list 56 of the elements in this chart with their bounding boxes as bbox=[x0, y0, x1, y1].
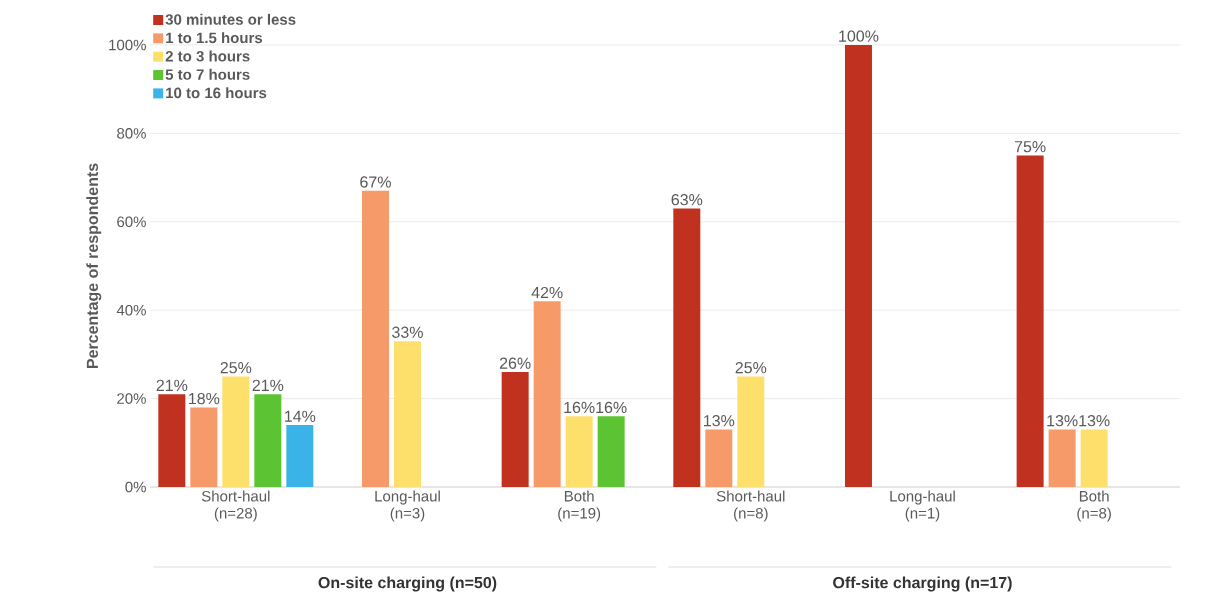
legend-label: 30 minutes or less bbox=[165, 13, 296, 25]
data-label: 42% bbox=[531, 286, 563, 299]
bar bbox=[361, 190, 389, 487]
data-label: 25% bbox=[220, 361, 252, 374]
bar bbox=[597, 416, 625, 487]
x-tick-label: Long-haul (n=1) bbox=[890, 490, 955, 522]
data-label: 21% bbox=[252, 379, 284, 391]
data-label: 18% bbox=[189, 392, 220, 405]
bar bbox=[190, 407, 218, 487]
data-label: 13% bbox=[704, 415, 735, 427]
data-label: 75% bbox=[1014, 141, 1046, 153]
data-label: 67% bbox=[360, 176, 391, 188]
data-label: 25% bbox=[735, 361, 767, 374]
x-tick-label: Long-haul (n=3) bbox=[375, 490, 440, 522]
bar bbox=[844, 45, 872, 487]
data-label: 21% bbox=[156, 379, 188, 391]
data-label: 13% bbox=[1047, 415, 1078, 427]
legend-label: 1 to 1.5 hours bbox=[166, 32, 263, 44]
bar bbox=[1080, 429, 1108, 487]
y-tick-label: 100% bbox=[109, 39, 146, 51]
y-axis-title: Percentage of respondents bbox=[86, 163, 102, 369]
x-tick-label: Short-haul (n=8) bbox=[716, 490, 785, 522]
bar bbox=[222, 376, 250, 487]
bar bbox=[286, 425, 314, 487]
y-tick-label: 80% bbox=[117, 128, 146, 139]
y-tick-label: 0% bbox=[125, 481, 146, 493]
bar bbox=[393, 341, 421, 487]
bar bbox=[673, 208, 701, 487]
bar bbox=[705, 429, 733, 487]
bar bbox=[254, 394, 282, 487]
legend-label: 2 to 3 hours bbox=[165, 50, 250, 62]
legend-label: 5 to 7 hours bbox=[165, 68, 250, 80]
data-label: 16% bbox=[564, 401, 595, 414]
bar bbox=[158, 394, 186, 487]
y-tick-label: 20% bbox=[117, 393, 146, 404]
x-tick-label: Both (n=19) bbox=[558, 490, 601, 522]
x-tick-label: Short-haul (n=28) bbox=[201, 490, 270, 522]
y-tick-label: 60% bbox=[117, 216, 146, 228]
y-tick-label: 40% bbox=[116, 304, 146, 316]
bar bbox=[565, 416, 593, 487]
bar bbox=[737, 376, 765, 487]
data-label: 26% bbox=[499, 357, 531, 369]
data-label: 16% bbox=[596, 401, 627, 414]
data-label: 63% bbox=[671, 194, 703, 206]
data-label: 13% bbox=[1079, 415, 1110, 427]
data-label: 33% bbox=[392, 326, 423, 338]
text: On-site charging (n=50) bbox=[318, 576, 497, 592]
data-label: 14% bbox=[285, 410, 316, 422]
bar bbox=[501, 372, 529, 487]
legend-label: 10 to 16 hours bbox=[166, 87, 267, 99]
text: Off-site charging (n=17) bbox=[833, 576, 1012, 592]
bar bbox=[1048, 429, 1076, 487]
bar bbox=[533, 301, 561, 487]
bar bbox=[1016, 155, 1044, 487]
x-tick-label: Both (n=8) bbox=[1077, 490, 1111, 522]
data-label: 100% bbox=[839, 30, 879, 42]
